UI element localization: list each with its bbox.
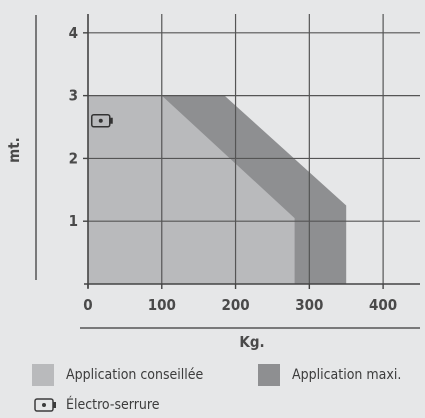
x-tick-label: 100 <box>148 296 176 314</box>
legend-label-conseillee: Application conseillée <box>66 367 204 383</box>
legend-swatch-maxi <box>258 364 280 386</box>
legend-swatch-conseillee <box>32 364 54 386</box>
y-tick-label: 2 <box>69 149 78 167</box>
x-tick-label: 300 <box>295 296 323 314</box>
x-tick-label: 0 <box>83 296 92 314</box>
series-area-conseillee <box>88 95 295 284</box>
y-tick-label: 4 <box>69 24 78 42</box>
x-axis-title: Kg. <box>239 333 264 351</box>
electro-lock-icon <box>34 398 58 412</box>
x-tick-label: 200 <box>221 296 249 314</box>
legend-label-maxi: Application maxi. <box>292 367 402 383</box>
legend-item-lock: Électro-serrure <box>34 397 159 413</box>
x-tick-label: 400 <box>369 296 397 314</box>
electro-lock-icon-bolt <box>109 117 113 124</box>
electro-lock-icon-dot <box>98 118 103 123</box>
legend-item-maxi: Application maxi. <box>258 364 401 386</box>
plot-area: 0 100 200 300 400 1 2 3 4 <box>69 14 420 314</box>
y-tick-label: 3 <box>69 87 78 105</box>
legend: Application conseillée Application maxi.… <box>32 364 422 414</box>
y-axis-title: mt. <box>5 137 23 163</box>
legend-label-lock: Électro-serrure <box>66 397 160 413</box>
y-tick-label: 1 <box>69 212 78 230</box>
chart: mt. 0 100 200 300 400 1 2 3 4 Kg. <box>5 14 420 351</box>
legend-item-conseillee: Application conseillée <box>32 364 203 386</box>
